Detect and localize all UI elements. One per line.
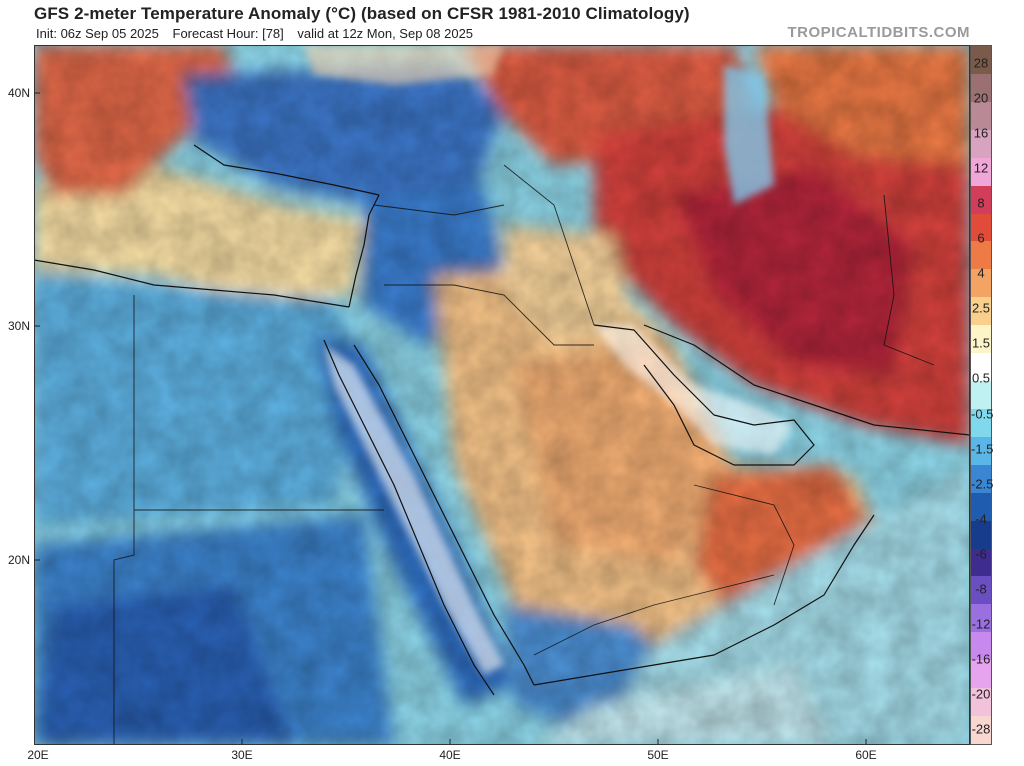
colorbar-label: -0.5 <box>971 406 994 422</box>
colorbar-band <box>971 325 991 354</box>
lon-label-60e: 60E <box>855 748 877 762</box>
coastline-levant <box>348 194 380 308</box>
lon-label-50e: 50E <box>647 748 669 762</box>
colorbar-band <box>971 157 991 187</box>
colorbar-band <box>971 604 991 633</box>
colorbar-label: 16 <box>973 125 989 141</box>
colorbar-band <box>971 46 991 75</box>
anomaly-map <box>34 45 970 745</box>
colorbar-band <box>971 632 991 661</box>
brand-watermark: TROPICALTIDBITS.COM <box>787 24 970 41</box>
colorbar-band <box>971 297 991 326</box>
colorbar-label: -28 <box>971 721 991 737</box>
border-iran-afghanistan <box>883 194 935 366</box>
colorbar-label: -20 <box>971 686 991 702</box>
coastline-red-sea-west <box>323 339 495 696</box>
lat-label-40n: 40N <box>7 86 30 100</box>
map-title: GFS 2-meter Temperature Anomaly (°C) (ba… <box>34 4 690 23</box>
colorbar-band <box>971 408 991 438</box>
lat-label-30n: 30N <box>7 319 30 333</box>
map-subtitle: Init: 06z Sep 05 2025 Forecast Hour: [78… <box>36 26 483 41</box>
colorbar-band <box>971 576 991 605</box>
coastline-iran-south <box>643 324 970 436</box>
caspian-sea <box>724 65 774 205</box>
colorbar-label: 4 <box>977 265 985 281</box>
colorbar-label: 2.5 <box>971 300 991 316</box>
colorbar-band <box>971 688 991 717</box>
coastline-north-africa <box>34 259 350 308</box>
red-sea <box>324 345 504 675</box>
colorbar-band <box>971 492 991 522</box>
colorbar: 28 20 16 12 8 6 4 2.5 1.5 0.5 -0.5 -1.5 -2.5 -4 -6 -8 -1… <box>970 45 994 745</box>
border-iran-iraq <box>503 164 595 326</box>
colorbar-label: -6 <box>975 546 987 562</box>
colorbar-band <box>971 101 991 131</box>
map-texture <box>34 45 970 745</box>
colorbar-band <box>971 381 991 410</box>
lat-label-20n: 20N <box>7 553 30 567</box>
border-saudi-iraq <box>384 284 594 346</box>
border-turkey-syria <box>373 204 505 216</box>
coastline-arabia-south <box>533 514 875 686</box>
coastline-red-sea-east <box>353 344 535 686</box>
colorbar-band <box>971 213 991 242</box>
colorbar-label: -1.5 <box>971 441 994 457</box>
colorbar-label: -12 <box>971 616 991 632</box>
colorbar-band <box>971 129 991 159</box>
colorbar-label: 28 <box>973 55 989 71</box>
lon-label-40e: 40E <box>439 748 461 762</box>
colorbar-label: 20 <box>973 90 989 106</box>
border-egypt-libya <box>113 295 135 745</box>
colorbar-band <box>971 436 991 466</box>
colorbar-label: -4 <box>975 511 987 527</box>
valid-time: valid at 12z Mon, Sep 08 2025 <box>297 26 474 41</box>
colorbar-label: -2.5 <box>971 476 994 492</box>
coastline-turkey <box>193 144 380 196</box>
coastline-persian-gulf <box>593 324 815 466</box>
colorbar-label: 8 <box>977 195 985 211</box>
lon-label-30e: 30E <box>231 748 253 762</box>
colorbar-band <box>971 269 991 298</box>
border-oman <box>693 484 795 606</box>
colorbar-label: -16 <box>971 651 991 667</box>
colorbar-label: 1.5 <box>971 335 991 351</box>
black-sea <box>304 45 504 85</box>
colorbar-band <box>971 660 991 689</box>
colorbar-band <box>971 464 991 494</box>
colorbar-label: -8 <box>975 581 987 597</box>
colorbar-band <box>971 241 991 270</box>
colorbar-label: 6 <box>977 230 985 246</box>
colorbar-label: 12 <box>973 160 989 176</box>
colorbar-band <box>971 73 991 103</box>
colorbar-band <box>971 716 991 745</box>
colorbar-band <box>971 548 991 577</box>
lon-label-20e: 20E <box>27 748 49 762</box>
colorbar-band <box>971 353 991 382</box>
colorbar-label: 0.5 <box>971 370 991 386</box>
forecast-hour: Forecast Hour: [78] <box>172 26 284 41</box>
map-frame <box>34 45 970 745</box>
colorbar-band <box>971 520 991 550</box>
border-saudi-yemen <box>533 574 775 656</box>
init-time: Init: 06z Sep 05 2025 <box>36 26 159 41</box>
colorbar-band <box>971 185 991 214</box>
